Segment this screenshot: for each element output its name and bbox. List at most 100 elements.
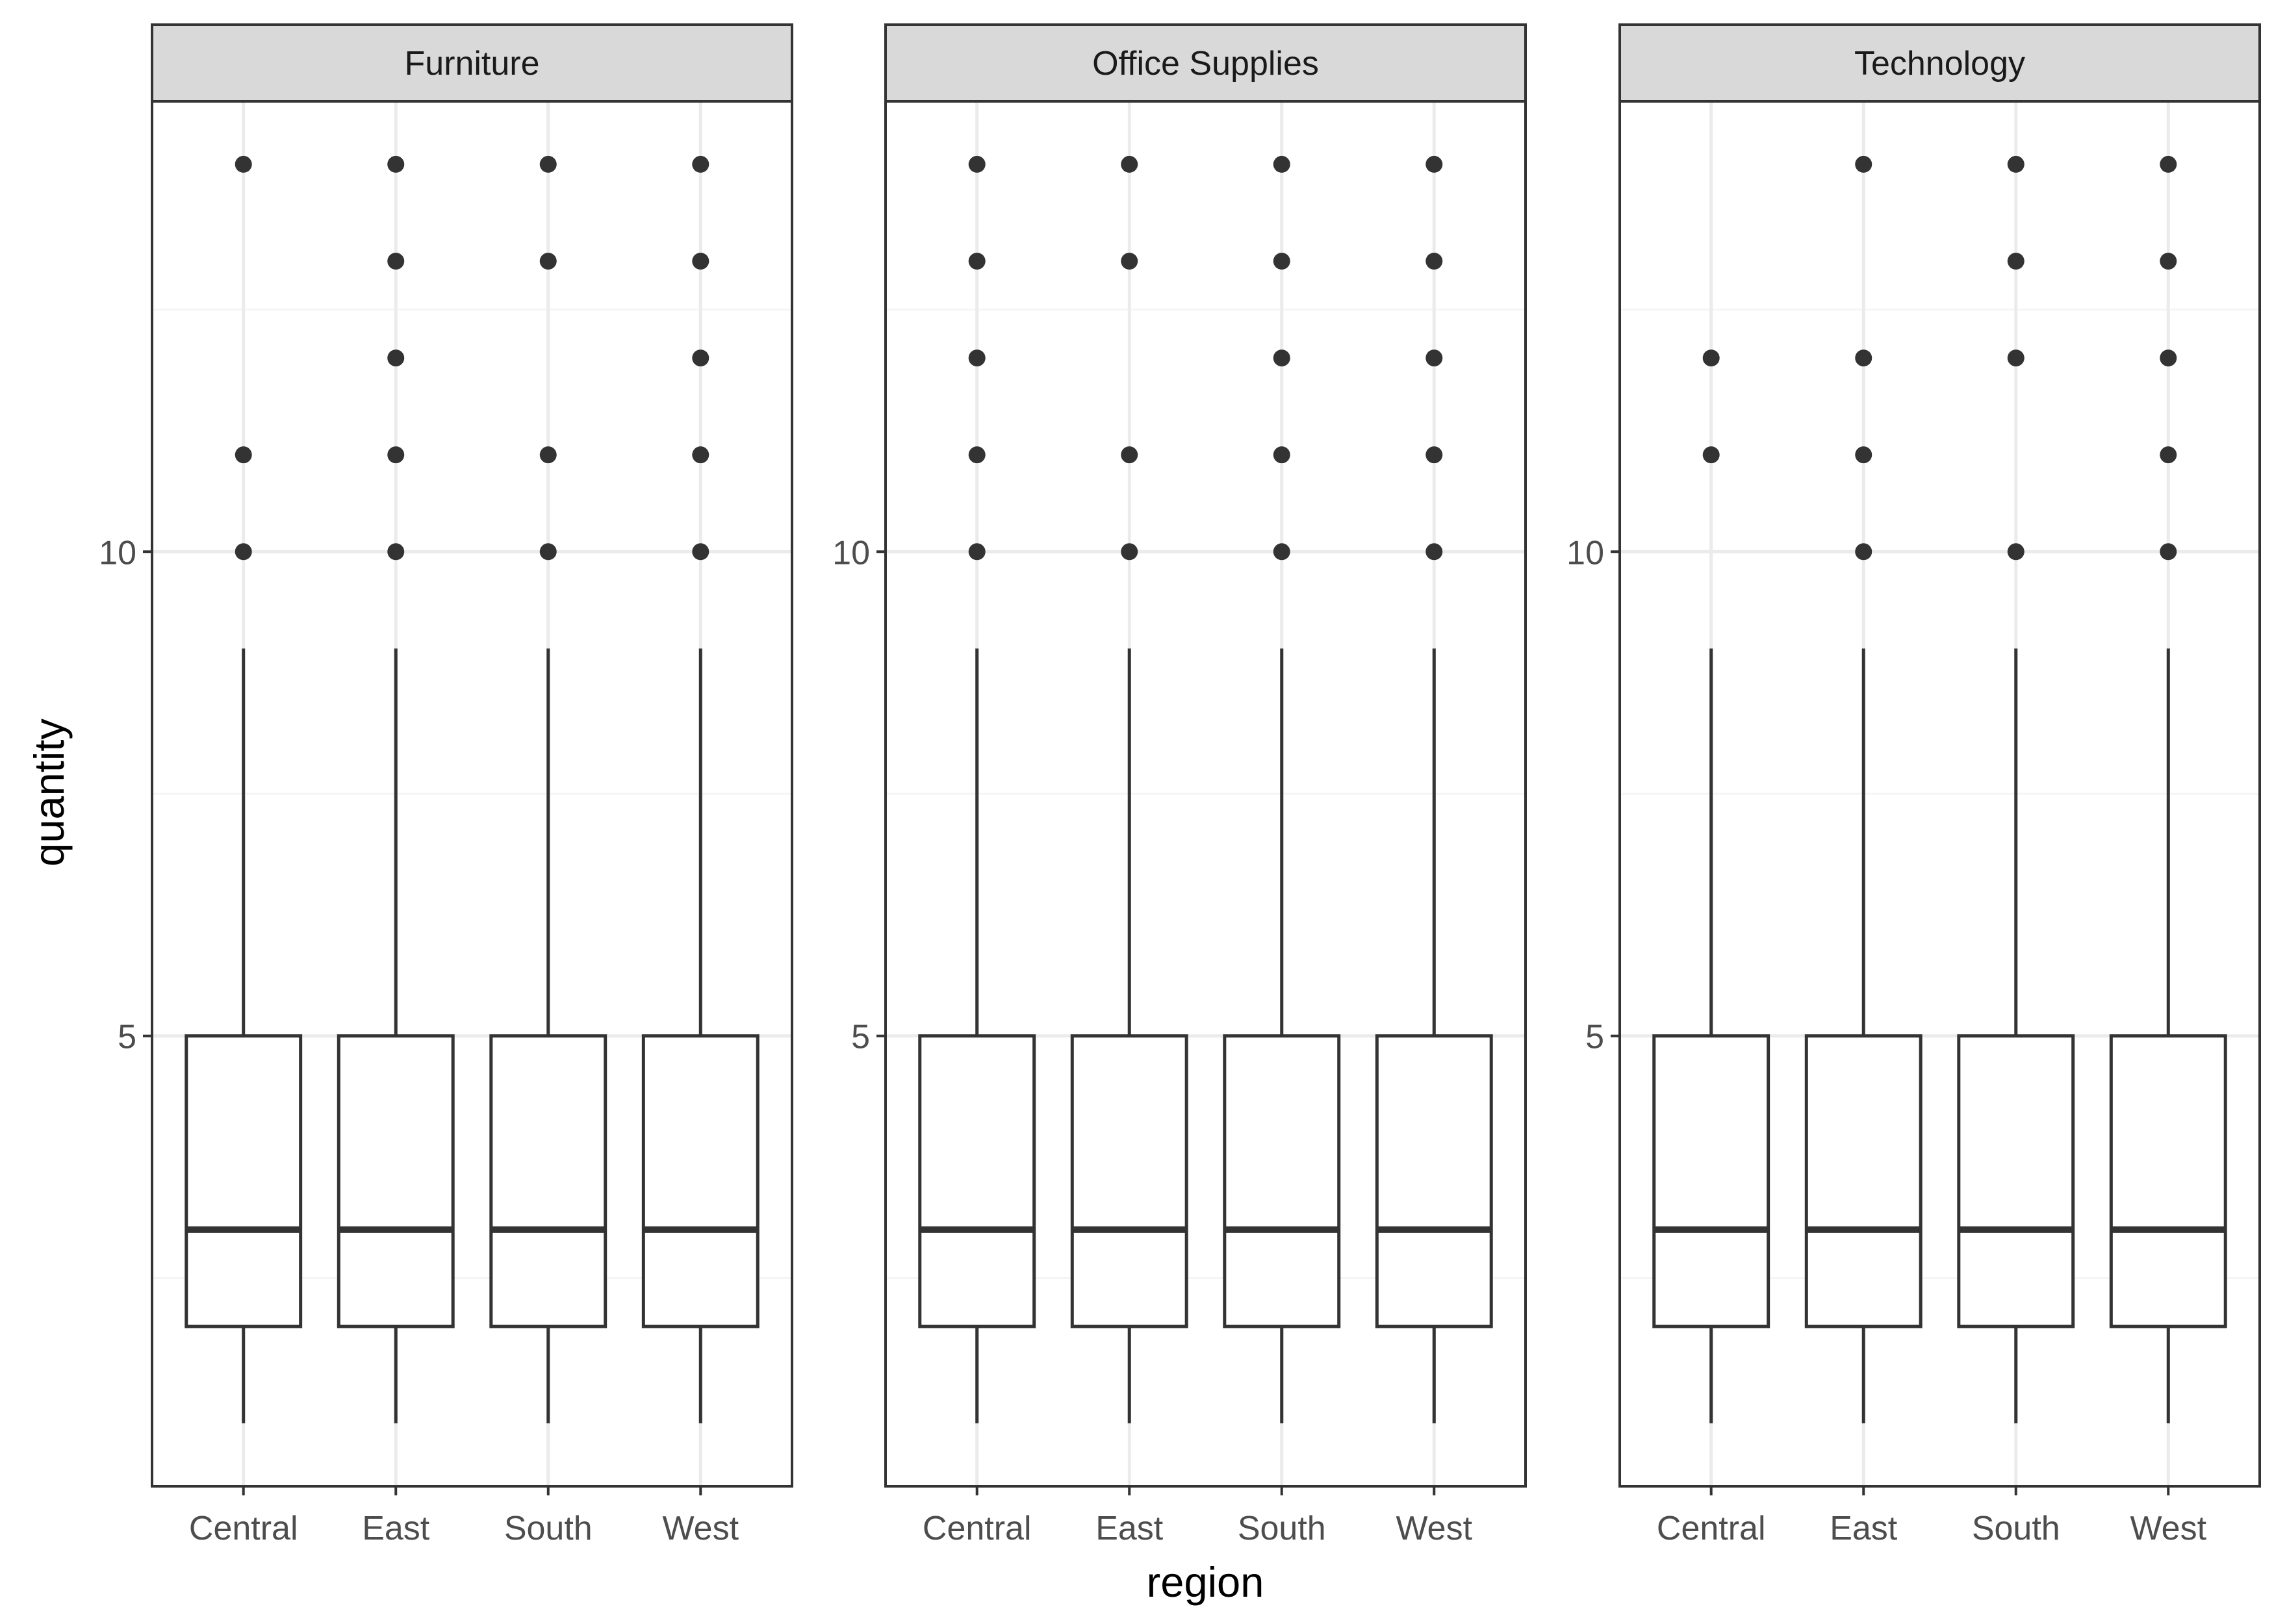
- panel-border: [884, 100, 1527, 1488]
- x-tick-label: West: [1396, 1510, 1473, 1547]
- outlier-point: [2007, 349, 2025, 367]
- x-axis-title: region: [1147, 1558, 1264, 1606]
- box-iqr: [2109, 1034, 2227, 1328]
- box-south: [489, 155, 607, 1424]
- y-tick-label: 10: [832, 534, 870, 572]
- facet-panel-1: Office Supplies 5 10 Central East South West: [832, 23, 1527, 1547]
- outlier-point: [1425, 349, 1443, 367]
- outlier-point: [235, 446, 252, 464]
- outlier-point: [1425, 155, 1443, 173]
- outlier-point: [1121, 543, 1138, 561]
- outlier-point: [1702, 446, 1720, 464]
- outlier-point: [692, 446, 709, 464]
- x-tick-label: East: [362, 1510, 430, 1547]
- y-tick-label: 5: [851, 1019, 870, 1056]
- outlier-point: [539, 253, 557, 270]
- outlier-point: [2007, 155, 2025, 173]
- outlier-point: [1273, 253, 1290, 270]
- box-iqr: [1375, 1034, 1493, 1328]
- outlier-point: [1273, 446, 1290, 464]
- outlier-point: [968, 155, 986, 173]
- outlier-point: [2160, 155, 2177, 173]
- outlier-point: [968, 349, 986, 367]
- outlier-point: [1425, 253, 1443, 270]
- outlier-point: [387, 349, 405, 367]
- outlier-point: [387, 155, 405, 173]
- facet-panel-2: Technology 5 10 Central East South West: [1566, 23, 2261, 1547]
- facet-strip: [151, 23, 793, 103]
- outlier-point: [235, 543, 252, 561]
- outlier-point: [968, 253, 986, 270]
- x-tick-label: Central: [923, 1510, 1032, 1547]
- box-west: [641, 155, 760, 1424]
- box-iqr: [185, 1034, 303, 1328]
- outlier-point: [2007, 253, 2025, 270]
- x-tick-label: East: [1095, 1510, 1164, 1547]
- outlier-point: [387, 446, 405, 464]
- y-tick-label: 10: [99, 534, 136, 572]
- outlier-point: [2160, 543, 2177, 561]
- box-iqr: [1957, 1034, 2075, 1328]
- outlier-point: [387, 543, 405, 561]
- x-tick-label: South: [1972, 1510, 2060, 1547]
- outlier-point: [1273, 155, 1290, 173]
- box-central: [1652, 349, 1770, 1424]
- box-iqr: [489, 1034, 607, 1328]
- outlier-point: [539, 446, 557, 464]
- y-axis-title: quantity: [25, 718, 73, 867]
- facet-strip-label: Technology: [1854, 45, 2025, 82]
- outlier-point: [1425, 543, 1443, 561]
- y-tick-label: 5: [118, 1019, 136, 1056]
- outlier-point: [968, 543, 986, 561]
- outlier-point: [692, 543, 709, 561]
- outlier-point: [1702, 349, 1720, 367]
- box-east: [337, 155, 455, 1424]
- outlier-point: [235, 155, 252, 173]
- facet-strip-label: Furniture: [404, 45, 539, 82]
- outlier-point: [2160, 253, 2177, 270]
- y-tick-label: 5: [1585, 1019, 1604, 1056]
- outlier-point: [539, 155, 557, 173]
- outlier-point: [1855, 349, 1872, 367]
- panel-border: [1618, 100, 2261, 1488]
- x-tick-label: South: [504, 1510, 593, 1547]
- x-tick-label: East: [1830, 1510, 1898, 1547]
- outlier-point: [968, 446, 986, 464]
- box-south: [1223, 155, 1341, 1424]
- outlier-point: [1273, 349, 1290, 367]
- outlier-point: [1855, 446, 1872, 464]
- outlier-point: [2160, 349, 2177, 367]
- x-tick-label: Central: [1657, 1510, 1766, 1547]
- outlier-point: [1121, 253, 1138, 270]
- box-iqr: [1070, 1034, 1188, 1328]
- outlier-point: [1855, 155, 1872, 173]
- outlier-point: [1121, 446, 1138, 464]
- box-west: [2109, 155, 2227, 1424]
- panel-border: [151, 100, 793, 1488]
- box-central: [918, 155, 1036, 1424]
- outlier-point: [387, 253, 405, 270]
- outlier-point: [2007, 543, 2025, 561]
- box-iqr: [337, 1034, 455, 1328]
- box-iqr: [1804, 1034, 1923, 1328]
- x-tick-label: South: [1238, 1510, 1326, 1547]
- box-west: [1375, 155, 1493, 1424]
- box-south: [1957, 155, 2075, 1424]
- box-iqr: [641, 1034, 760, 1328]
- facet-panel-0: Furniture 5 10 Central East South West: [99, 23, 793, 1547]
- box-central: [185, 155, 303, 1424]
- outlier-point: [692, 253, 709, 270]
- outlier-point: [1425, 446, 1443, 464]
- outlier-point: [539, 543, 557, 561]
- box-iqr: [1652, 1034, 1770, 1328]
- facet-strip: [884, 23, 1527, 103]
- outlier-point: [692, 349, 709, 367]
- outlier-point: [1273, 543, 1290, 561]
- box-iqr: [918, 1034, 1036, 1328]
- facet-strip: [1618, 23, 2261, 103]
- box-east: [1070, 155, 1188, 1424]
- x-tick-label: West: [2130, 1510, 2207, 1547]
- x-tick-label: West: [663, 1510, 739, 1547]
